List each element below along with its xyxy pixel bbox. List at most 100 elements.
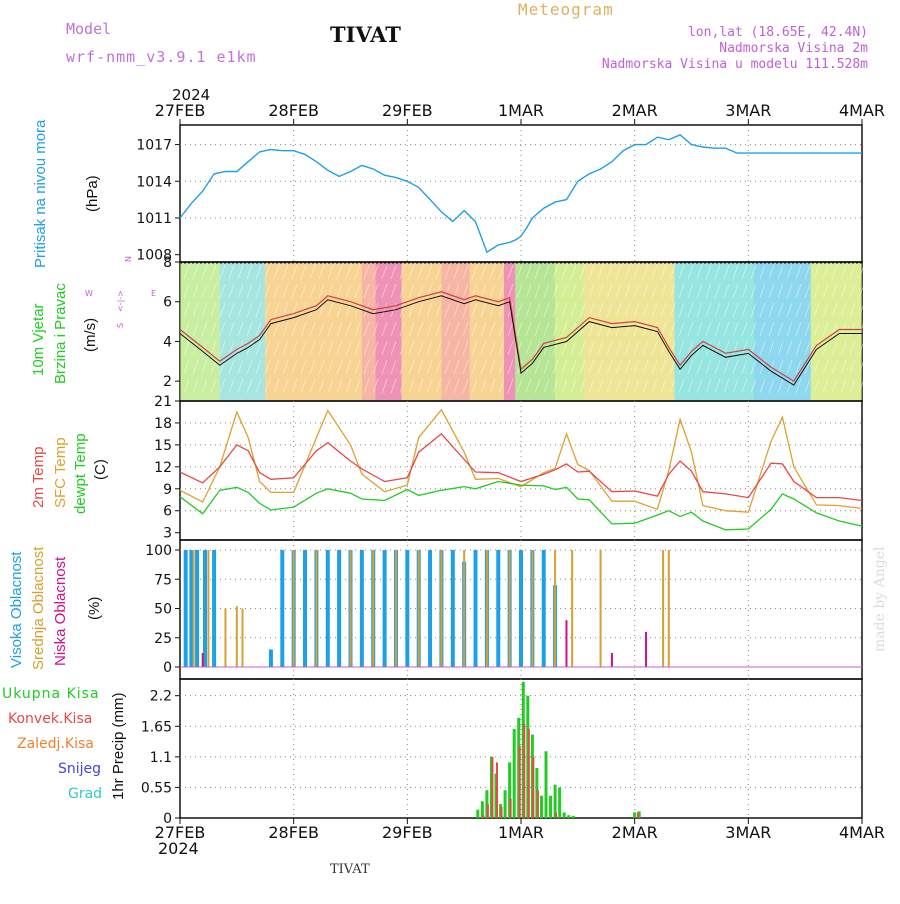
wind-barb [714,321,721,337]
wind-compass-e: E [151,289,157,298]
wind-barb [750,378,757,394]
wind-barb [768,283,775,299]
wind-barb [741,302,748,318]
cloud-high-bar [405,550,410,667]
wind-barb [570,283,577,299]
wind-barb [462,378,469,394]
wind-barb [525,321,532,337]
cloud-label-mid: Srednja Oblacnost [30,546,47,670]
temp-tick-label: 3 [163,526,172,542]
wind-barb [462,264,469,280]
temp-label-2m: 2m Temp [30,446,47,508]
cloud-high-bar [325,550,330,667]
wind-barb [741,359,748,375]
wind-barb [345,359,352,375]
wind-barb [561,302,568,318]
wind-barb [336,378,343,394]
wind-barb [804,302,811,318]
wind-barb [723,302,730,318]
wind-barb [498,378,505,394]
x-tick-label-top: 2MAR [612,101,658,120]
precip-conv-bar [523,723,526,818]
wind-barb [570,340,577,356]
precip-total-bar [503,790,507,818]
wind-barb [255,359,262,375]
wind-barb [669,302,676,318]
wind-barb [687,264,694,280]
wind-barb [336,321,343,337]
elevation-text: Nadmorska Visina 2m [719,41,868,56]
wind-barb [363,378,370,394]
wind-barb [705,302,712,318]
wind-barb [633,302,640,318]
cloud-mid-bar [463,550,466,667]
wind-barb [759,340,766,356]
wind-barb [534,321,541,337]
wind-barb [408,283,415,299]
wind-barb [858,340,865,356]
wind-barb [210,340,217,356]
wind-barb [372,340,379,356]
wind-barb [822,302,829,318]
wind-barb [390,378,397,394]
wind-barb [579,359,586,375]
wind-barb [489,340,496,356]
precip-conv-bar [555,812,558,818]
wind-barb [498,359,505,375]
wind-barb [732,340,739,356]
wind-barb [597,359,604,375]
wind-barb [705,283,712,299]
wind-barb [246,359,253,375]
wind-barb [570,302,577,318]
precip-legend-frozen: Zaledj.Kisa [17,736,94,752]
wind-barb [237,264,244,280]
wind-barb [282,264,289,280]
dewpt-line [179,480,863,531]
wind-barb [354,321,361,337]
wind-barb [264,302,271,318]
wind-barb [588,340,595,356]
wind-barb [498,283,505,299]
wind-barb [228,359,235,375]
wind-barb [777,283,784,299]
wind-barb [273,264,280,280]
wind-barb [291,321,298,337]
wind-barb [633,359,640,375]
wind-barb [633,321,640,337]
wind-barb [399,321,406,337]
wind-barb [408,264,415,280]
wind-barb [327,264,334,280]
wind-barb [264,359,271,375]
temp-tick-label: 12 [154,460,172,476]
wind-barb [858,359,865,375]
wind-barb [678,264,685,280]
cloud-mid-bar [599,550,602,667]
wind-barb [660,378,667,394]
wind-barb [345,378,352,394]
cloud-mid-bar [508,550,511,667]
wind-barb [732,378,739,394]
precip-legend-graupel: Grad [68,786,103,802]
cloud-mid-bar [315,550,318,667]
precip-total-bar [567,815,571,818]
wind-compass-n: N [124,256,133,262]
wind-barb [651,378,658,394]
wind-barb [561,359,568,375]
wind-barb [786,359,793,375]
wind-barb [516,283,523,299]
precip-total-bar [508,762,512,818]
wind-barb [669,378,676,394]
wind-barb [309,378,316,394]
wind-gust-line [179,295,862,386]
wind-barb [615,340,622,356]
wind-band-10 [555,263,584,400]
wind-barb [345,321,352,337]
chart-title: Meteogram [518,0,614,19]
wind-barb [399,264,406,280]
wind-barb [336,302,343,318]
wind-barb [237,302,244,318]
wind-barb [696,321,703,337]
wind-barb [255,283,262,299]
